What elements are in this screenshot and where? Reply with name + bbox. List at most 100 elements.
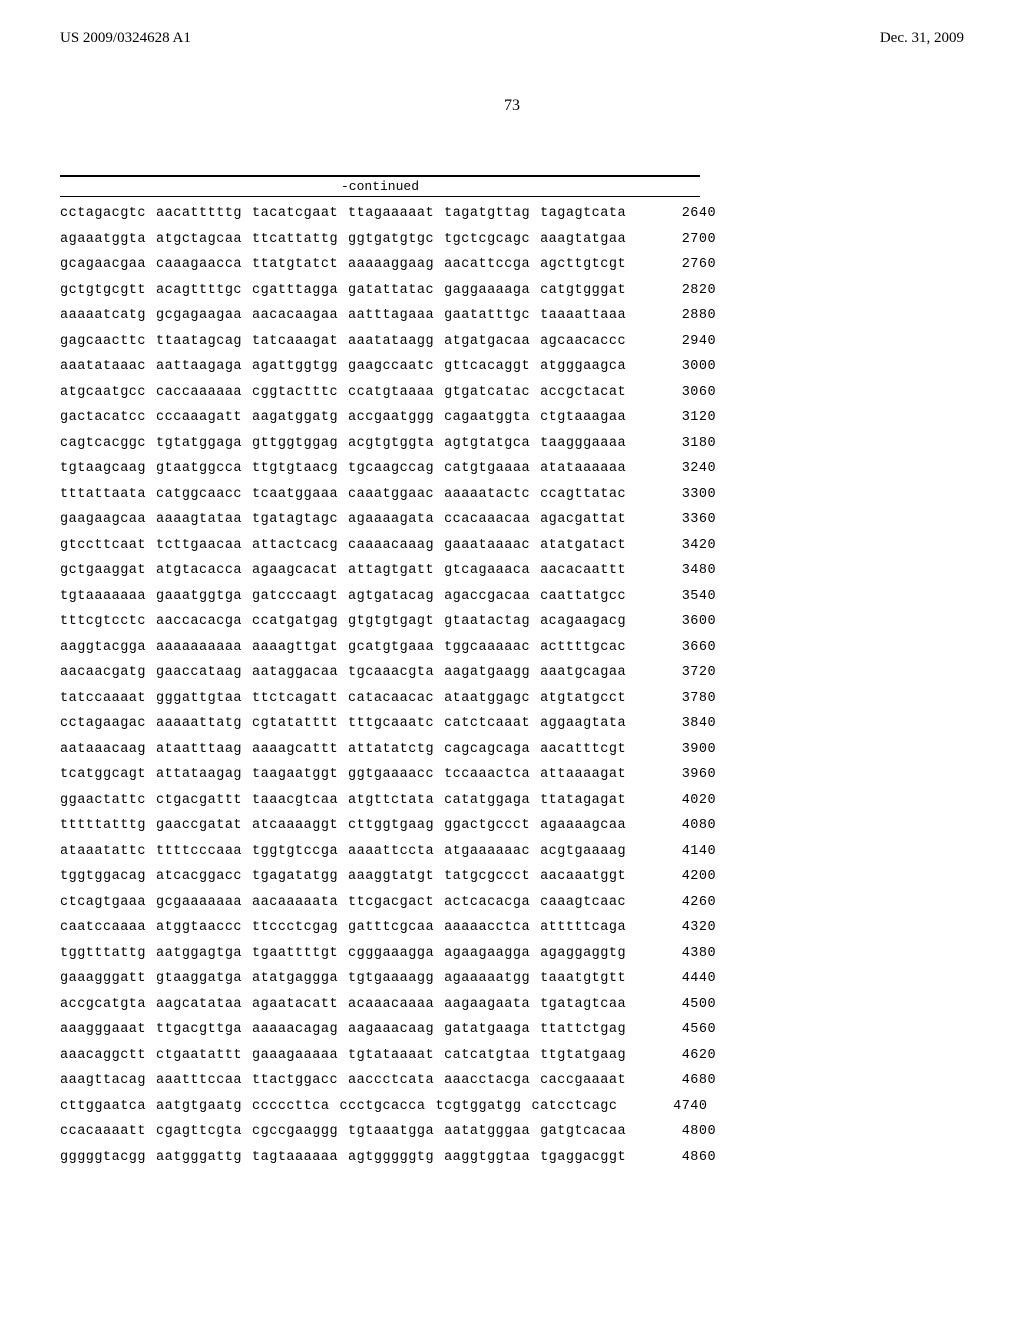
sequence-group: cctagaagac xyxy=(60,717,146,731)
sequence-row: aaacaggcttctgaatatttgaaagaaaaatgtataaaat… xyxy=(60,1049,964,1063)
sequence-group: gaaccataag xyxy=(156,666,242,680)
sequence-group: aaacaggctt xyxy=(60,1049,146,1063)
sequence-position: 4140 xyxy=(666,845,716,859)
sequence-group: taaaattaaa xyxy=(540,309,626,323)
sequence-group: cccaaagatt xyxy=(156,411,242,425)
sequence-group: attagtgatt xyxy=(348,564,434,578)
sequence-row: tcatggcagtattataagagtaagaatggtggtgaaaacc… xyxy=(60,768,964,782)
sequence-group: caaagtcaac xyxy=(540,896,626,910)
sequence-group: aacacaattt xyxy=(540,564,626,578)
sequence-group: agaatacatt xyxy=(252,998,338,1012)
sequence-group: gaaataaaac xyxy=(444,539,530,553)
sequence-group: gtgatcatac xyxy=(444,386,530,400)
sequence-group: gatattatac xyxy=(348,284,434,298)
sequence-row: aataaacaagataatttaagaaaagcatttattatatctg… xyxy=(60,743,964,757)
sequence-group: catctcaaat xyxy=(444,717,530,731)
sequence-group: ttgtgtaacg xyxy=(252,462,338,476)
sequence-group: ctcagtgaaa xyxy=(60,896,146,910)
sequence-group: tggcaaaaac xyxy=(444,641,530,655)
sequence-group: gctgtgcgtt xyxy=(60,284,146,298)
sequence-group: agaggaggtg xyxy=(540,947,626,961)
sequence-group: aagatgaagg xyxy=(444,666,530,680)
sequence-group: tccaaactca xyxy=(444,768,530,782)
sequence-group: atgatgacaa xyxy=(444,335,530,349)
sequence-group: aggaagtata xyxy=(540,717,626,731)
sequence-group: ccatgtaaaa xyxy=(348,386,434,400)
sequence-row: gcagaacgaacaaagaaccattatgtatctaaaaaggaag… xyxy=(60,258,964,272)
sequence-position: 4320 xyxy=(666,921,716,935)
sequence-group: catcatgtaa xyxy=(444,1049,530,1063)
sequence-row: aaagggaaatttgacgttgaaaaaacagagaagaaacaag… xyxy=(60,1023,964,1037)
sequence-group: aacacaagaa xyxy=(252,309,338,323)
sequence-position: 3780 xyxy=(666,692,716,706)
sequence-group: aaaaacctca xyxy=(444,921,530,935)
sequence-group: aaggtggtaa xyxy=(444,1151,530,1165)
publication-date: Dec. 31, 2009 xyxy=(880,30,964,47)
sequence-group: agtgatacag xyxy=(348,590,434,604)
sequence-group: gactacatcc xyxy=(60,411,146,425)
sequence-group: aatatgggaa xyxy=(444,1125,530,1139)
sequence-group: tggtgtccga xyxy=(252,845,338,859)
sequence-group: ctgtaaagaa xyxy=(540,411,626,425)
sequence-position: 3060 xyxy=(666,386,716,400)
sequence-position: 3720 xyxy=(666,666,716,680)
sequence-group: cctagacgtc xyxy=(60,207,146,221)
sequence-group: aaatgcagaa xyxy=(540,666,626,680)
sequence-group: tagagtcata xyxy=(540,207,626,221)
sequence-group: agcaacaccc xyxy=(540,335,626,349)
sequence-group: aataggacaa xyxy=(252,666,338,680)
sequence-group: acgtgtggta xyxy=(348,437,434,451)
sequence-group: gttcacaggt xyxy=(444,360,530,374)
sequence-position: 4620 xyxy=(666,1049,716,1063)
sequence-row: gctgaaggatatgtacaccaagaagcacatattagtgatt… xyxy=(60,564,964,578)
sequence-group: aaaagttgat xyxy=(252,641,338,655)
sequence-group: agaccgacaa xyxy=(444,590,530,604)
sequence-group: ttactggacc xyxy=(252,1074,338,1088)
sequence-group: ttatagagat xyxy=(540,794,626,808)
sequence-group: ttatgtatct xyxy=(252,258,338,272)
sequence-group: cttggaatca xyxy=(60,1100,146,1114)
sequence-group: taagggaaaa xyxy=(540,437,626,451)
sequence-group: catcctcagc xyxy=(531,1100,617,1114)
sequence-group: tgcaagccag xyxy=(348,462,434,476)
sequence-group: ccacaaaatt xyxy=(60,1125,146,1139)
sequence-group: aacattccga xyxy=(444,258,530,272)
publication-number: US 2009/0324628 A1 xyxy=(60,30,191,47)
sequence-group: agtgggggtg xyxy=(348,1151,434,1165)
sequence-group: catatggaga xyxy=(444,794,530,808)
sequence-group: atgctagcaa xyxy=(156,233,242,247)
sequence-group: agaaaagcaa xyxy=(540,819,626,833)
sequence-position: 3960 xyxy=(666,768,716,782)
sequence-group: agaagaagga xyxy=(444,947,530,961)
sequence-group: tgtataaaat xyxy=(348,1049,434,1063)
sequence-group: gtcagaaaca xyxy=(444,564,530,578)
sequence-group: tacatcgaat xyxy=(252,207,338,221)
sequence-group: tgtatggaga xyxy=(156,437,242,451)
sequence-group: cgtatatttt xyxy=(252,717,338,731)
sequence-group: tcaatggaaa xyxy=(252,488,338,502)
rule-top xyxy=(60,175,700,177)
sequence-group: aaaattccta xyxy=(348,845,434,859)
sequence-group: accgaatggg xyxy=(348,411,434,425)
sequence-row: cttggaatcaaatgtgaatgcccccttcaccctgcaccat… xyxy=(60,1100,964,1114)
sequence-group: accgctacat xyxy=(540,386,626,400)
sequence-position: 4380 xyxy=(666,947,716,961)
sequence-group: tgatagtcaa xyxy=(540,998,626,1012)
sequence-group: aaaaaaaaaa xyxy=(156,641,242,655)
sequence-group: acttttgcac xyxy=(540,641,626,655)
sequence-group: tttattaata xyxy=(60,488,146,502)
sequence-group: gtaaggatga xyxy=(156,972,242,986)
sequence-group: ttttcccaaa xyxy=(156,845,242,859)
sequence-group: tttttatttg xyxy=(60,819,146,833)
sequence-group: gtaatggcca xyxy=(156,462,242,476)
sequence-group: aacaacgatg xyxy=(60,666,146,680)
sequence-group: gatttcgcaa xyxy=(348,921,434,935)
sequence-group: aaggtacgga xyxy=(60,641,146,655)
sequence-group: ggtgaaaacc xyxy=(348,768,434,782)
sequence-group: ttgtatgaag xyxy=(540,1049,626,1063)
sequence-group: aatggagtga xyxy=(156,947,242,961)
sequence-position: 4740 xyxy=(658,1100,708,1114)
sequence-group: gaaatggtga xyxy=(156,590,242,604)
sequence-group: atgtacacca xyxy=(156,564,242,578)
sequence-row: cctagaagacaaaaattatgcgtatatttttttgcaaatc… xyxy=(60,717,964,731)
